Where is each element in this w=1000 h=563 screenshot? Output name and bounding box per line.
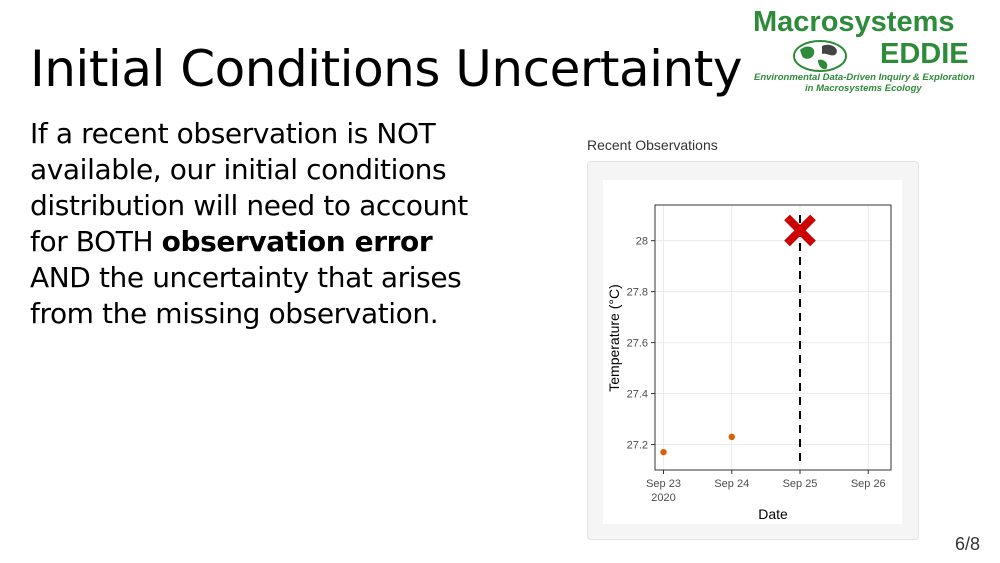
- macrosystems-eddie-logo: Macrosystems EDDIE Environmental Data-Dr…: [750, 6, 975, 96]
- page-number: 6/8: [954, 534, 980, 554]
- y-tick-label: 27.2: [627, 440, 648, 452]
- y-tick-label: 27.4: [627, 389, 648, 401]
- x-mark-stroke: [784, 214, 816, 247]
- logo-title-line1: Macrosystems: [753, 6, 955, 38]
- observation-point: [728, 433, 735, 441]
- x-tick-label: Sep 23: [646, 478, 681, 490]
- slide-title: Initial Conditions Uncertainty: [30, 40, 742, 98]
- logo-subtitle-line2: in Macrosystems Ecology: [805, 83, 922, 94]
- x-tick-label: Sep 26: [851, 478, 886, 490]
- ticks-layer: 27.2 27.4 27.6 27.8 28 Sep 23 2020 Sep 24 Sep 25…: [627, 236, 886, 504]
- x-tick-sublabel: 2020: [651, 492, 675, 504]
- body-text-part2: AND the uncertainty that arises from the…: [30, 261, 462, 330]
- missing-observation-x-icon: [784, 214, 816, 247]
- logo-title-line2: EDDIE: [880, 38, 969, 70]
- x-tick-label: Sep 24: [714, 478, 749, 490]
- x-axis-label: Date: [758, 506, 788, 522]
- y-tick-label: 27.8: [627, 287, 648, 299]
- grid-layer: [655, 205, 891, 470]
- plot-area-border: [654, 204, 892, 471]
- y-tick-label: 27.6: [627, 338, 648, 350]
- body-text-bold: observation error: [161, 225, 433, 258]
- x-tick-label: Sep 25: [783, 478, 818, 490]
- y-tick-label: 28: [636, 236, 648, 248]
- body-text: If a recent observation is NOT available…: [30, 116, 500, 332]
- globe-icon: [793, 40, 847, 72]
- observation-point: [660, 448, 667, 456]
- chart-panel-label: Recent Observations: [587, 137, 718, 153]
- plot-background: [603, 180, 902, 524]
- y-axis-label: Temperature (°C): [606, 284, 622, 392]
- body-text-part1: If a recent observation is NOT available…: [30, 117, 468, 258]
- logo-subtitle-line1: Environmental Data-Driven Inquiry & Expl…: [754, 72, 975, 83]
- marks-layer: [660, 214, 816, 465]
